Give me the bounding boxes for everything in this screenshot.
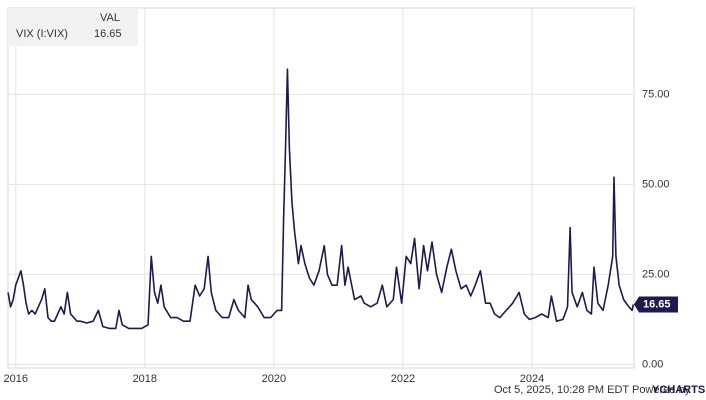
x-tick-label: 2024 [520, 373, 544, 385]
legend-header: VAL [100, 12, 120, 24]
x-tick-label: 2022 [391, 373, 415, 385]
y-tick-label: 25.00 [642, 268, 670, 280]
last-value-pointer [634, 296, 678, 313]
series-line [7, 68, 635, 330]
x-tick-label: 2016 [4, 373, 28, 385]
last-value-label: 16.65 [643, 298, 671, 310]
x-tick-label: 2018 [133, 373, 157, 385]
x-tick-label: 2020 [262, 373, 286, 385]
y-tick-label: 0.00 [642, 358, 663, 370]
y-tick-label: 50.00 [642, 178, 670, 190]
plot-frame [7, 7, 635, 369]
legend-value: 16.65 [94, 28, 122, 40]
legend-box [8, 8, 138, 46]
footer-timestamp: Oct 5, 2025, 10:28 PM EDT Powered by [494, 384, 691, 396]
legend-series-name: VIX (I:VIX) [16, 28, 68, 40]
y-tick-label: 75.00 [642, 88, 670, 100]
brand-logo: YCHARTS [652, 384, 705, 396]
